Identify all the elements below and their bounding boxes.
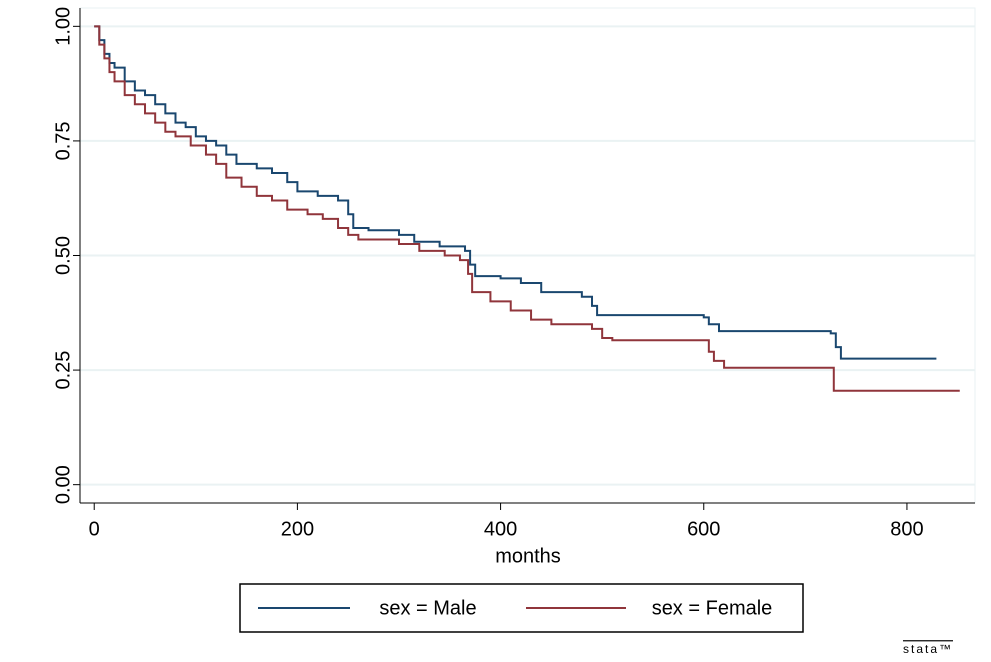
survival-line	[94, 25, 937, 360]
x-tick-label: 800	[890, 518, 923, 540]
survival-line	[94, 25, 960, 392]
y-tick-label: 0.25	[52, 351, 74, 390]
y-tick-label: 0.75	[52, 121, 74, 160]
legend-label: sex = Female	[652, 597, 773, 619]
legend-label: sex = Male	[379, 597, 476, 619]
x-tick-label: 600	[687, 518, 720, 540]
x-tick-label: 200	[281, 518, 314, 540]
y-tick-label: 0.00	[52, 465, 74, 504]
y-tick-label: 1.00	[52, 7, 74, 46]
x-axis-title: months	[495, 545, 561, 567]
x-tick-label: 400	[484, 518, 517, 540]
y-tick-label: 0.50	[52, 236, 74, 275]
x-tick-label: 0	[89, 518, 100, 540]
watermark: stata™	[903, 642, 953, 656]
